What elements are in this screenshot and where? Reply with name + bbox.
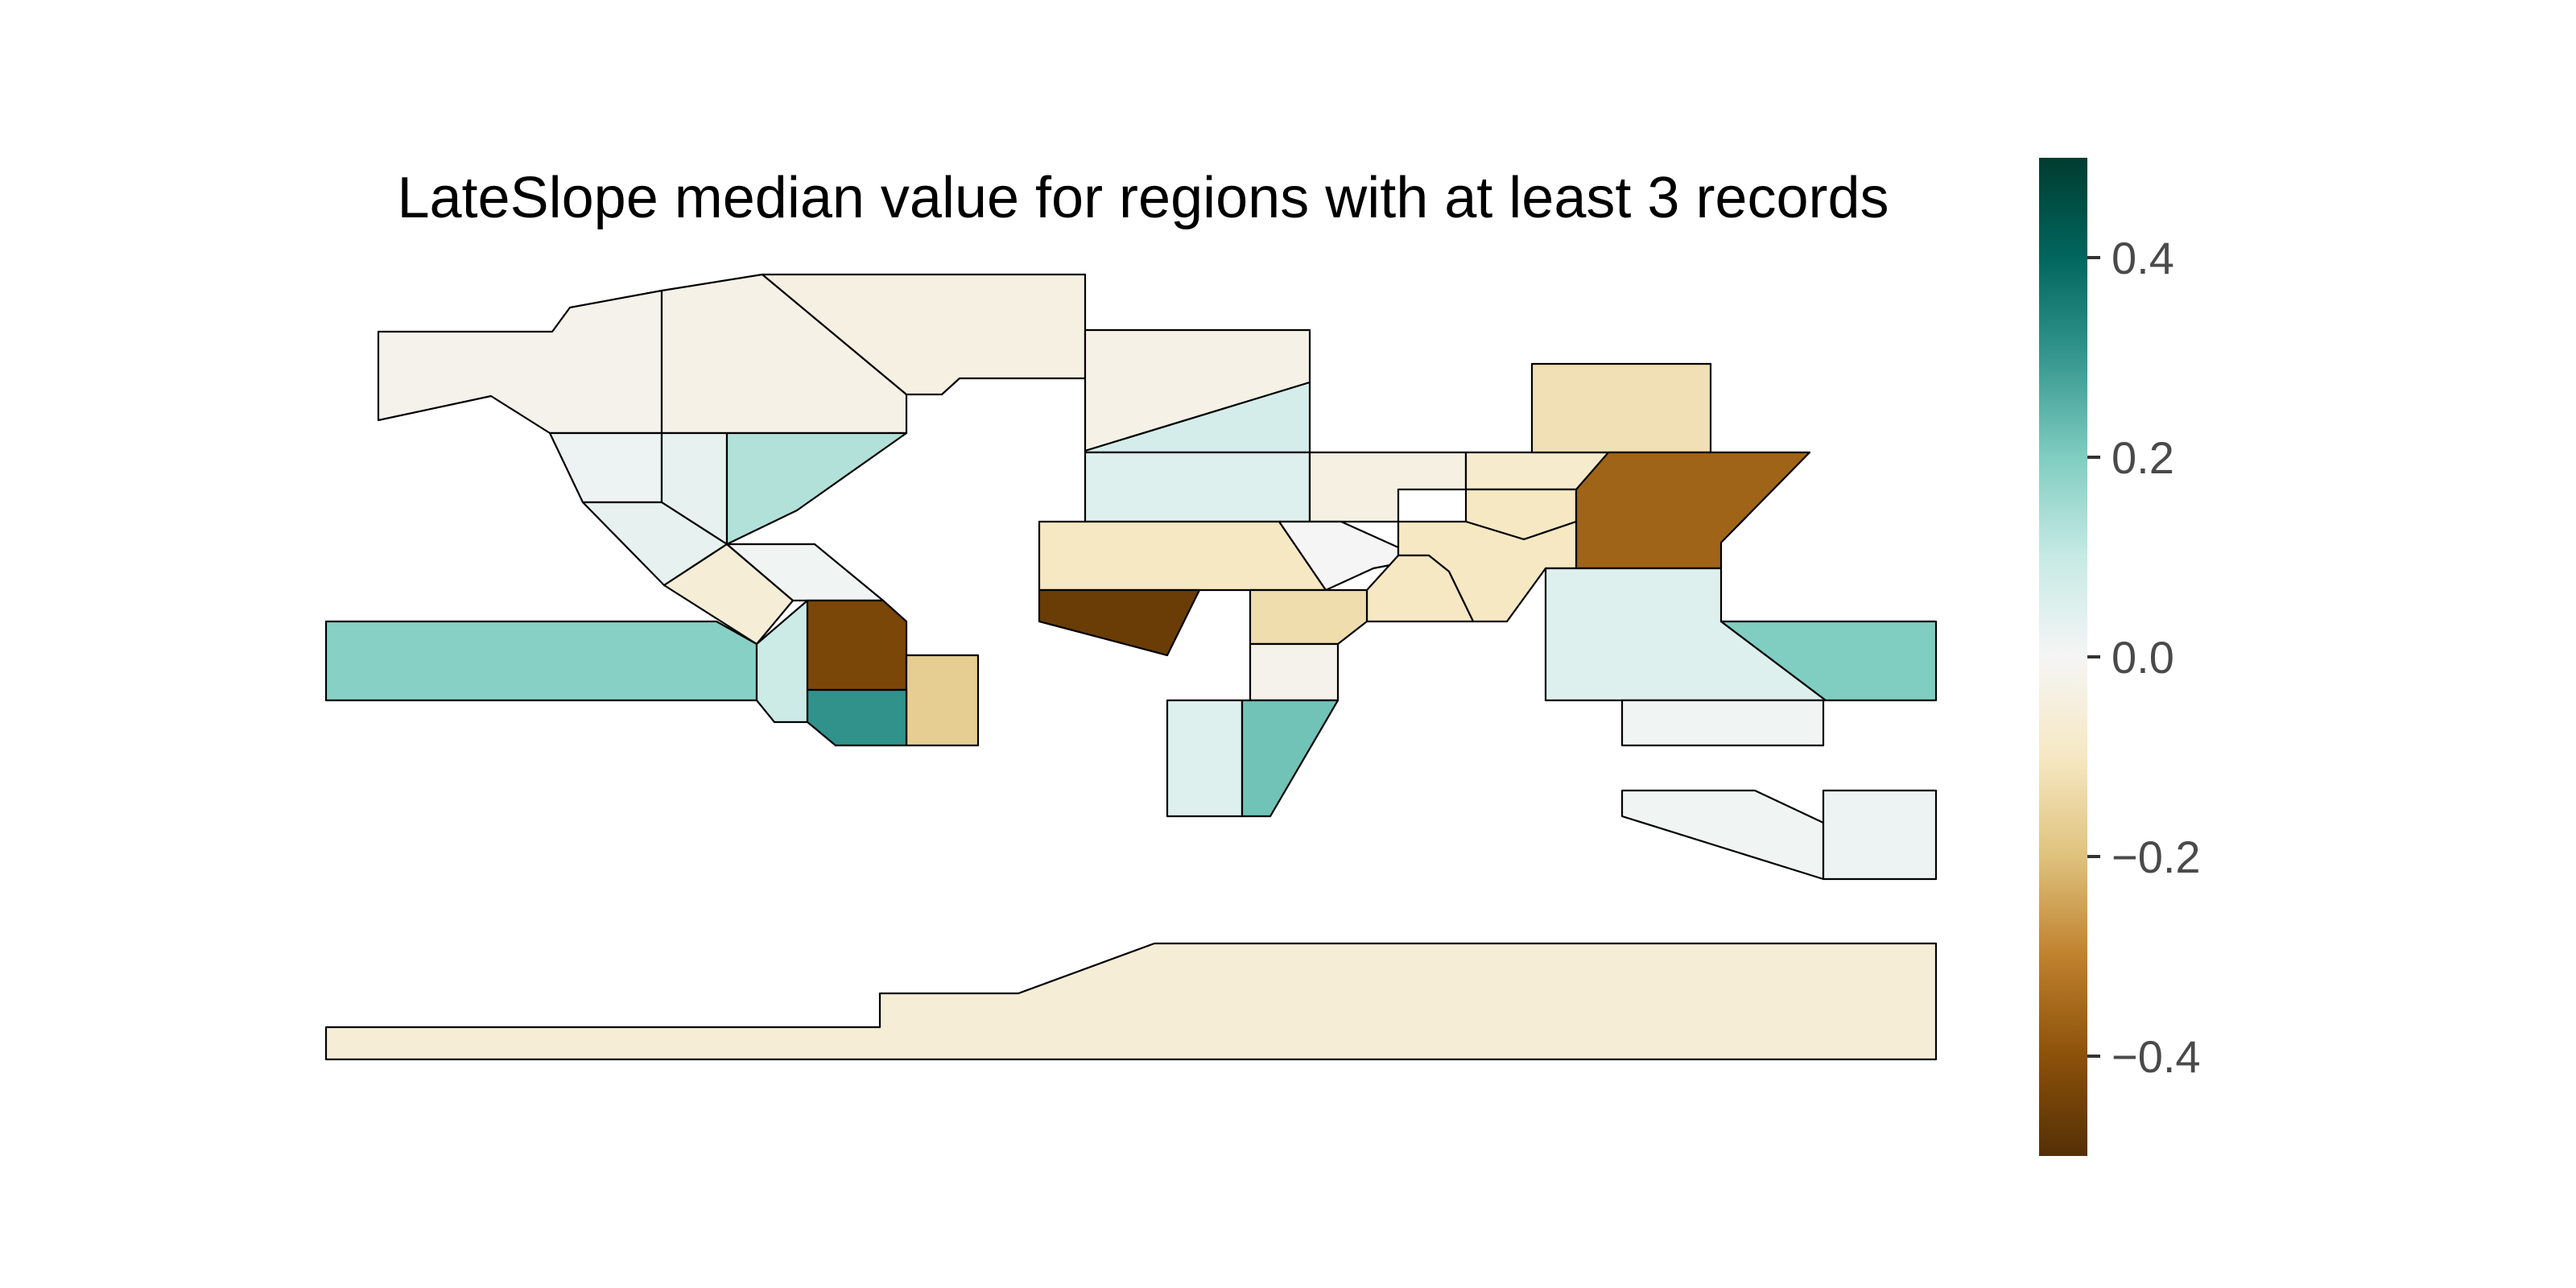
colorbar-tick-label: 0.2 (2112, 432, 2174, 483)
region-ALA (377, 289, 663, 435)
region-CAF (1249, 642, 1340, 702)
colorbar-tick-label: −0.2 (2112, 832, 2201, 882)
region-SAU (1822, 789, 1938, 881)
region-MED (1038, 520, 1327, 592)
region-SEA (1620, 699, 1825, 747)
region-WCE (1084, 451, 1311, 523)
region-ENA (725, 431, 908, 546)
region-ESB (1530, 362, 1712, 454)
region-EAN (324, 942, 1938, 1061)
region-SCA (755, 599, 809, 724)
colorbar: 0.4 0.2 0.0 −0.2 −0.4 (2039, 158, 2201, 1156)
region-ESAF (1241, 699, 1340, 818)
region-RFE (1575, 451, 1811, 570)
region-NWS (806, 599, 908, 691)
region-NEP (324, 620, 758, 702)
region-RAR (1308, 451, 1468, 523)
region-NWN-W (548, 431, 663, 504)
region-SAM (806, 688, 908, 747)
region-SAH (1038, 588, 1201, 657)
region-NSA (905, 654, 980, 747)
region-ARP (1249, 588, 1368, 646)
region-WSAF (1166, 699, 1244, 818)
colorbar-tick-label: −0.4 (2112, 1031, 2201, 1082)
region-NAU (1620, 789, 1825, 881)
colorbar-ticks: 0.4 0.2 0.0 −0.2 −0.4 (2087, 233, 2201, 1082)
region-NWP (1719, 620, 1938, 702)
colorbar-tick-label: 0.0 (2112, 632, 2174, 683)
colorbar-gradient-bar (2039, 158, 2087, 1156)
map-title: LateSlope median value for regions with … (397, 166, 1889, 230)
colorbar-tick-label: 0.4 (2112, 233, 2174, 283)
region-NEN (761, 273, 1087, 396)
regions-layer (324, 273, 1938, 1061)
